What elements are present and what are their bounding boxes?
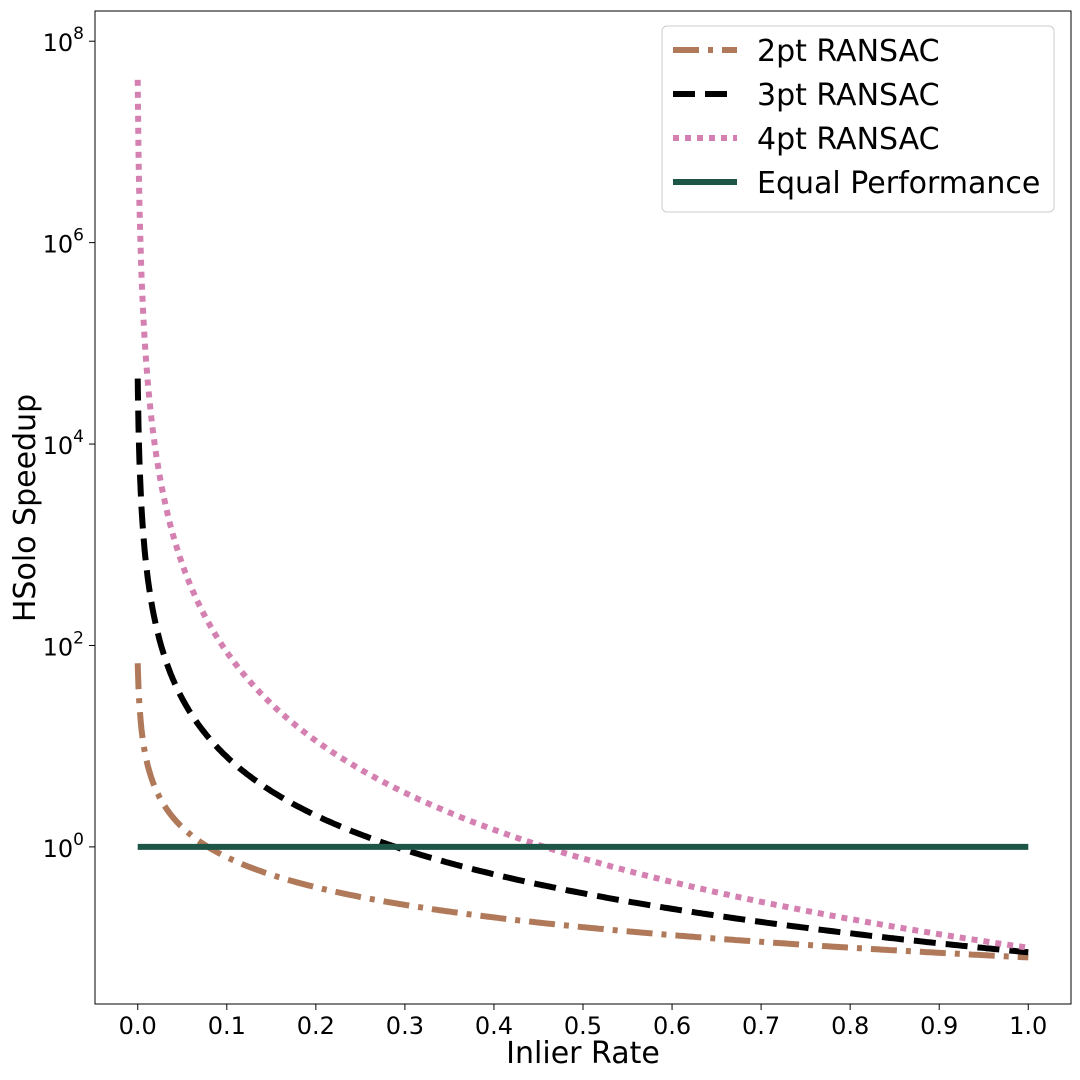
legend-box xyxy=(661,25,1055,213)
series-line-4pt-ransac xyxy=(134,79,1029,951)
legend-label: Equal Performance xyxy=(757,166,1040,201)
x-tick-label: 1.0 xyxy=(1009,1012,1047,1040)
legend-label: 2pt RANSAC xyxy=(757,34,940,69)
legend-items: 2pt RANSAC 3pt RANSAC 4pt RANSAC Equal Perf… xyxy=(673,34,1040,201)
x-tick-label: 0.1 xyxy=(208,1012,246,1040)
x-tick-label: 0.8 xyxy=(831,1012,869,1040)
y-tick-label: 102 xyxy=(43,628,84,661)
x-tick-label: 0.6 xyxy=(653,1012,691,1040)
x-tick-label: 0.7 xyxy=(742,1012,780,1040)
series-line-3pt-ransac xyxy=(134,378,1029,956)
y-axis-label: HSolo Speedup xyxy=(8,394,43,622)
y-tick-label: 100 xyxy=(43,830,84,863)
x-tick-label: 0.2 xyxy=(297,1012,335,1040)
x-tick-label: 0.0 xyxy=(119,1012,157,1040)
legend: 2pt RANSAC 3pt RANSAC 4pt RANSAC Equal Perf… xyxy=(661,25,1055,213)
x-tick-label: 0.4 xyxy=(475,1012,513,1040)
x-tick-label: 0.3 xyxy=(386,1012,424,1040)
y-tick-label: 108 xyxy=(43,24,84,57)
y-axis-ticks: 100 102 104 106 108 xyxy=(43,24,95,863)
x-axis-label: Inlier Rate xyxy=(506,1036,660,1071)
y-tick-label: 104 xyxy=(43,427,84,460)
x-tick-label: 0.9 xyxy=(920,1012,958,1040)
x-axis-ticks: 0.0 0.1 0.2 0.3 0.4 0.5 0.6 0.7 0.8 0.9 1.0 xyxy=(119,1004,1047,1040)
series-line-2pt-ransac xyxy=(134,662,1029,961)
series-layer xyxy=(134,79,1029,961)
legend-label: 4pt RANSAC xyxy=(757,122,940,157)
legend-label: 3pt RANSAC xyxy=(757,78,940,113)
x-tick-label: 0.5 xyxy=(564,1012,602,1040)
y-tick-label: 106 xyxy=(43,226,84,259)
